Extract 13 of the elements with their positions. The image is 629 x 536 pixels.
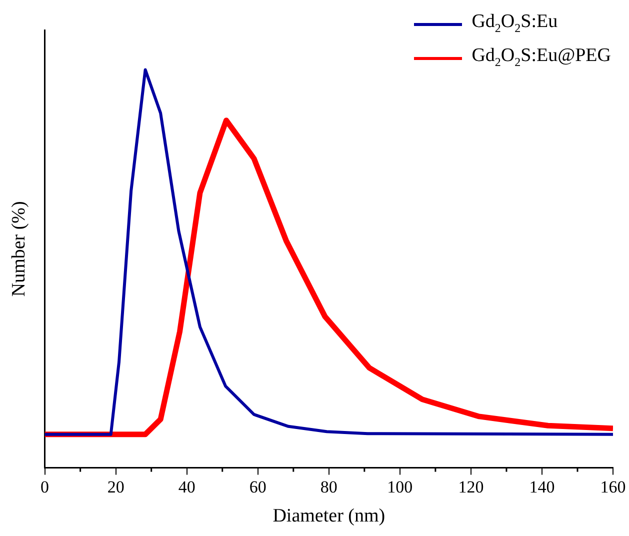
legend-label: Gd$_{2}$O$_{2}$S:Eu — [472, 10, 558, 37]
x-tick-label: 60 — [249, 477, 266, 496]
legend-label: Gd$_{2}$O$_{2}$S:Eu@PEG — [472, 44, 611, 71]
x-tick-label: 160 — [600, 477, 626, 496]
x-tick-label: 20 — [107, 477, 124, 496]
x-tick-label: 0 — [40, 477, 50, 496]
x-tick-label: 100 — [387, 477, 413, 496]
x-tick-label: 40 — [178, 477, 196, 496]
x-tick-label: 80 — [320, 477, 338, 496]
x-tick-label: 140 — [529, 477, 555, 496]
x-axis-title: Diameter (nm) — [272, 506, 386, 527]
y-axis-title: Number (%) — [8, 201, 30, 297]
x-tick-label: 120 — [458, 477, 484, 496]
